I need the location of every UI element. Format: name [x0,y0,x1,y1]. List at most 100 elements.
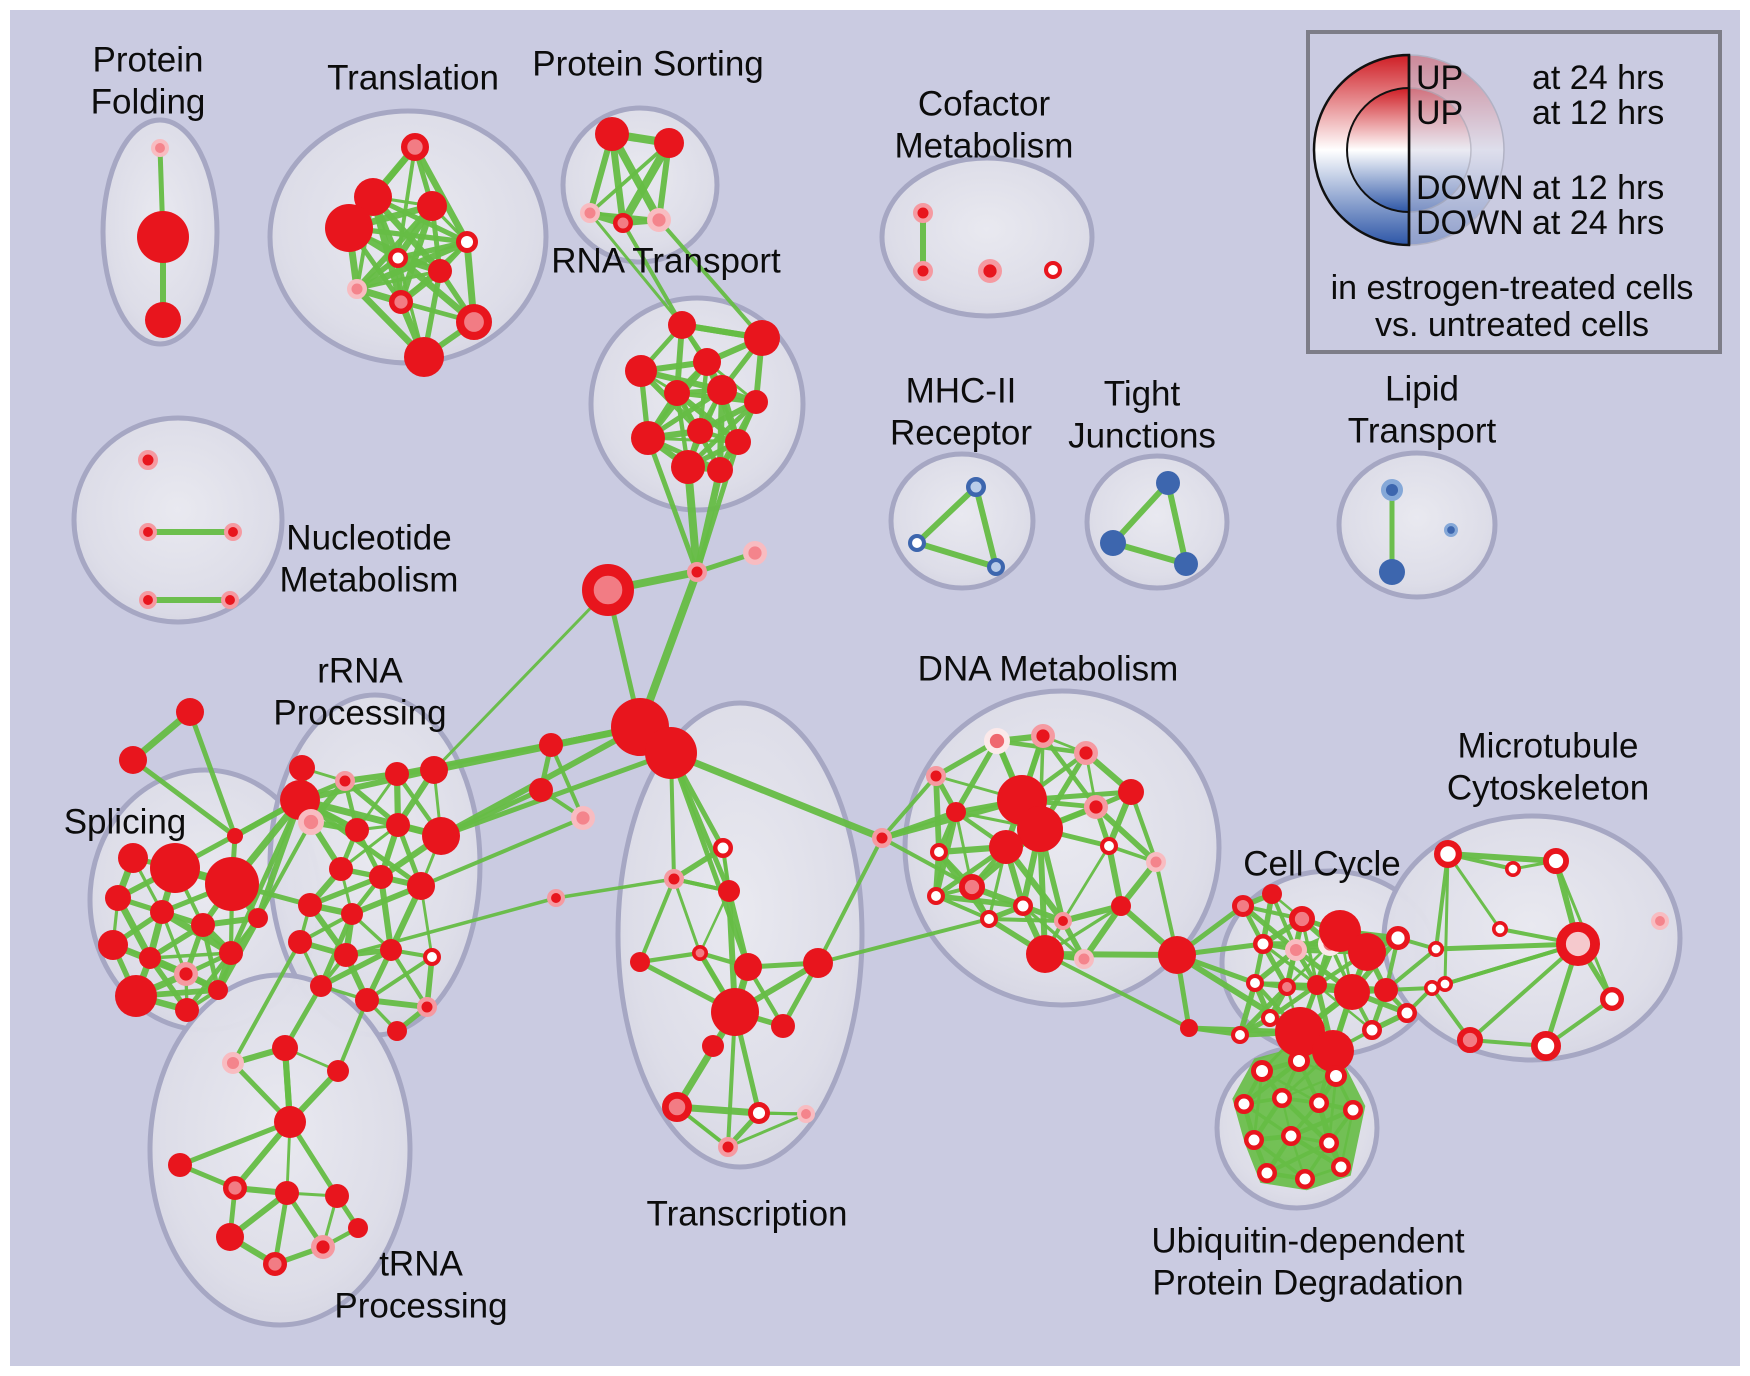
gene-node [105,885,131,911]
gene-node [139,947,161,969]
gene-node [718,880,740,902]
gene-node [580,203,600,223]
gene-node [1174,552,1198,576]
gene-node [422,817,460,855]
gene-node [220,591,239,610]
edge [618,138,674,228]
edge [307,874,384,908]
edge [973,484,999,570]
edge [1468,942,1580,1042]
gene-node [274,1106,306,1138]
gene-node [119,746,147,774]
gene-node [630,952,650,972]
cluster-label-microtubule: Cytoskeleton [1447,769,1649,808]
edge [914,484,979,546]
edge [1105,842,1125,910]
edge [588,141,671,215]
edge [549,743,585,820]
gene-node [275,1181,299,1205]
gene-node [1385,926,1410,951]
edge [297,767,437,803]
gene-node [289,755,315,781]
cluster-label-rna-transport: RNA Transport [551,242,781,281]
edge [1446,852,1502,931]
gene-node [625,355,657,387]
cluster-label-translation: Translation [327,59,499,98]
gene-node [456,231,479,254]
edge [1040,733,1099,810]
gene-node [1380,479,1403,502]
gene-node [145,302,181,338]
gene-node [927,887,946,906]
cluster-label-rrna: Processing [273,694,446,733]
gene-node [547,889,566,908]
gene-node [1017,806,1063,852]
gene-node [298,893,322,917]
cluster-cofactor-metabolism [879,155,1095,319]
gene-node [797,1105,816,1124]
gene-node [347,279,367,299]
gene-node [926,766,946,786]
gene-node [1287,1049,1310,1072]
gene-node [1599,987,1624,1012]
gene-node [334,943,358,967]
edge [668,750,751,970]
gene-node [1083,795,1108,820]
gene-node [803,948,833,978]
gene-node [1309,1093,1329,1113]
gene-node [743,541,768,566]
edge [1061,844,1111,923]
edge [355,269,442,291]
edge [880,774,938,840]
gene-node [389,290,414,315]
gene-node [989,830,1023,864]
edge [1021,904,1086,961]
edge [816,836,884,965]
gene-node [1505,860,1522,877]
gene-node [417,191,447,221]
edge [1443,852,1450,986]
gene-node [1281,1126,1301,1146]
legend-time-label: at 24 hrs [1532,204,1664,242]
edge [1252,1069,1264,1142]
gene-node [455,303,492,340]
gene-node [386,813,410,837]
gene-node [958,873,985,900]
edge [438,750,674,839]
edge [657,218,764,340]
gene-node [115,975,157,1017]
gene-node [734,953,762,981]
gene-node [173,962,198,987]
legend-time-label: at 12 hrs [1532,94,1664,132]
edge [1433,941,1581,952]
gene-node [631,421,665,455]
edge [684,463,701,576]
gene-node [1100,837,1119,856]
gene-node [348,1218,368,1238]
edge [354,203,435,292]
gene-node [1180,1019,1198,1037]
gene-node [1334,974,1370,1010]
gene-node [908,534,927,553]
cluster-label-tight-junctions: Junctions [1068,417,1216,456]
gene-node [150,843,200,893]
edge [177,1119,293,1168]
gene-node [1026,935,1064,973]
edge [645,435,700,575]
gene-node [771,1014,795,1038]
cluster-label-nucleotide: Nucleotide [286,519,451,558]
cluster-label-protein-sorting: Protein Sorting [532,45,764,84]
gene-node [595,117,629,151]
edge [1434,852,1450,951]
gene-node [744,390,768,414]
edge [1080,902,1125,963]
edge [672,877,702,955]
edge [880,836,974,889]
edge [419,816,585,888]
gene-node [1424,979,1441,996]
gene-node [150,138,169,157]
legend-time-label: at 12 hrs [1532,169,1664,207]
gene-node [248,908,268,928]
gene-node [1319,910,1361,952]
